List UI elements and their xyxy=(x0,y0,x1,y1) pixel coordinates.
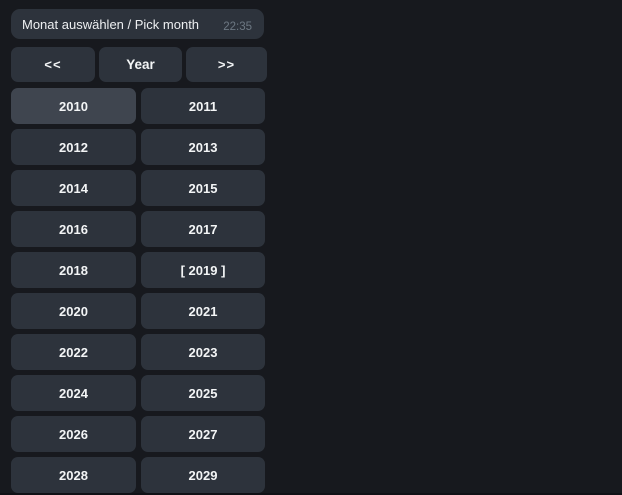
year-button[interactable]: 2013 xyxy=(141,129,265,165)
message-bubble: Monat auswählen / Pick month 22:35 xyxy=(11,9,264,39)
year-button[interactable]: 2025 xyxy=(141,375,265,411)
prev-years-button[interactable]: << xyxy=(11,47,95,82)
window-bottom-edge xyxy=(0,493,622,495)
year-button[interactable]: 2028 xyxy=(11,457,136,493)
year-button[interactable]: 2023 xyxy=(141,334,265,370)
next-years-button[interactable]: >> xyxy=(186,47,267,82)
keyboard-nav-row: << Year >> xyxy=(11,47,267,82)
year-button[interactable]: 2024 xyxy=(11,375,136,411)
year-button[interactable]: 2016 xyxy=(11,211,136,247)
year-button[interactable]: 2020 xyxy=(11,293,136,329)
year-grid: 2010 2011 2012 2013 2014 2015 2016 2017 2018[ 20… xyxy=(11,88,265,493)
year-button[interactable]: 2014 xyxy=(11,170,136,206)
year-button[interactable]: 2029 xyxy=(141,457,265,493)
message-text: Monat auswählen / Pick month xyxy=(22,16,200,32)
year-button[interactable]: 2012 xyxy=(11,129,136,165)
year-button[interactable]: 2021 xyxy=(141,293,265,329)
year-button[interactable]: 2027 xyxy=(141,416,265,452)
year-button[interactable]: 2011 xyxy=(141,88,265,124)
year-mode-button[interactable]: Year xyxy=(99,47,182,82)
year-button[interactable]: 2015 xyxy=(141,170,265,206)
year-button[interactable]: 2010 xyxy=(11,88,136,124)
message-timestamp: 22:35 xyxy=(223,21,252,33)
year-button[interactable]: 2022 xyxy=(11,334,136,370)
year-button[interactable]: 2026 xyxy=(11,416,136,452)
year-button-selected[interactable]: [ 2019 ] xyxy=(141,252,265,288)
year-button[interactable]: 2018 xyxy=(11,252,136,288)
year-button[interactable]: 2017 xyxy=(141,211,265,247)
